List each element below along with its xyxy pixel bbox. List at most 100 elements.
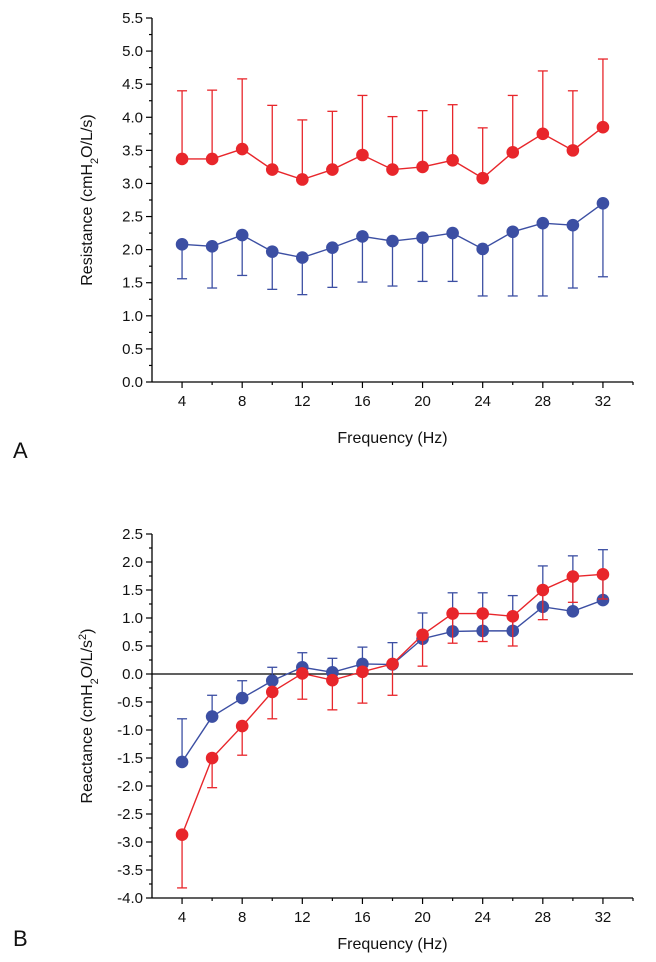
- data-point: [536, 216, 550, 230]
- data-point: [265, 163, 279, 176]
- y-tick-label: 3.5: [122, 142, 143, 159]
- y-tick-label: 3.0: [122, 175, 143, 192]
- y-axis-title-part: ): [79, 629, 96, 634]
- data-point: [235, 142, 249, 156]
- data-point: [296, 173, 309, 186]
- x-tick-label: 8: [238, 393, 246, 410]
- data-point: [326, 163, 339, 176]
- data-point: [476, 171, 489, 185]
- y-tick-label: 1.0: [122, 308, 143, 325]
- series-line: [181, 573, 603, 835]
- y-axis-title-subscript: 2: [89, 158, 101, 164]
- y-tick-label: -1.5: [117, 750, 143, 767]
- y-axis-title-part: Reactance (cmH: [79, 684, 96, 803]
- data-point: [356, 148, 369, 162]
- data-point: [205, 152, 219, 166]
- y-tick-label: 4.5: [122, 76, 143, 93]
- x-tick-label: 12: [294, 393, 311, 410]
- x-tick-label: 12: [294, 909, 311, 926]
- data-point: [265, 674, 279, 688]
- series-red: [175, 58, 610, 186]
- y-tick-label: -0.5: [117, 694, 143, 711]
- data-point: [356, 230, 369, 243]
- y-tick-label: -3.0: [117, 834, 143, 851]
- data-point: [416, 160, 429, 174]
- y-tick-label: 2.5: [122, 209, 143, 226]
- chart-panel-b: -4.0 -3.5 -3.0 -2.5 -2.0 -1.5 -1.0 -0.5 0.0 0.5 1.…: [13, 526, 634, 953]
- y-tick-label: 0.5: [122, 638, 143, 655]
- y-tick-label: 2.0: [122, 242, 143, 259]
- y-tick-label: 0.5: [122, 341, 143, 358]
- y-tick-label: 5.5: [122, 10, 143, 27]
- x-tick-label: 8: [238, 909, 246, 926]
- data-point: [175, 755, 189, 769]
- data-point: [205, 240, 219, 253]
- x-tick-label: 4: [178, 909, 186, 926]
- x-tick-label: 32: [595, 393, 612, 410]
- y-tick-label: 2.0: [122, 554, 143, 571]
- y-tick-label: 1.0: [122, 610, 143, 627]
- data-point: [416, 231, 429, 245]
- y-tick-label: 4.0: [122, 109, 143, 126]
- data-point: [536, 583, 550, 597]
- x-tick-label: 20: [414, 393, 431, 410]
- x-tick-label: 16: [354, 393, 371, 410]
- panel-label: B: [13, 926, 28, 951]
- data-point: [566, 604, 580, 618]
- y-axis-title-part: O/L/s: [79, 640, 96, 678]
- y-tick-label: -3.5: [117, 862, 143, 879]
- data-point: [506, 146, 520, 159]
- data-point: [506, 225, 520, 239]
- data-point: [446, 153, 459, 167]
- data-point: [265, 685, 279, 699]
- series-red: [175, 568, 610, 889]
- data-point: [506, 610, 520, 623]
- y-axis-title-superscript: 2: [77, 634, 89, 640]
- data-point: [265, 245, 279, 258]
- y-tick-label: 2.5: [122, 526, 143, 543]
- data-point: [446, 226, 459, 240]
- data-point: [596, 120, 610, 134]
- data-point: [356, 665, 369, 679]
- data-point: [175, 238, 189, 251]
- data-point: [235, 719, 249, 733]
- y-tick-label: 5.0: [122, 43, 143, 60]
- x-tick-label: 32: [595, 909, 612, 926]
- y-axis-title-part: O/L/s): [79, 114, 96, 158]
- panel-label: A: [13, 438, 28, 463]
- data-point: [235, 228, 249, 242]
- data-point: [326, 241, 339, 254]
- x-tick-label: 4: [178, 393, 186, 410]
- data-point: [416, 628, 429, 642]
- x-tick-label: 20: [414, 909, 431, 926]
- x-axis-title: Frequency (Hz): [337, 430, 447, 447]
- x-tick-label: 28: [534, 393, 551, 410]
- y-axis-title: Reactance (cmH2O/L/s2): [77, 629, 101, 804]
- data-point: [596, 568, 610, 581]
- data-point: [235, 691, 249, 705]
- data-point: [446, 607, 459, 620]
- data-point: [596, 593, 610, 607]
- y-tick-label: -1.0: [117, 722, 143, 739]
- data-point: [596, 197, 610, 210]
- x-axis-title: Frequency (Hz): [337, 936, 447, 953]
- data-point: [476, 607, 489, 620]
- y-tick-label: -2.5: [117, 806, 143, 823]
- data-point: [296, 251, 309, 264]
- y-axis-title: Resistance (cmH2O/L/s): [79, 114, 101, 286]
- chart-panel-a: 0.0 0.5 1.0 1.5 2.0 2.5 3.0 3.5 4.0 4.5 5.0 5.5 4 8 12…: [13, 10, 634, 463]
- data-point: [386, 234, 399, 248]
- data-point: [205, 710, 219, 723]
- x-tick-label: 24: [474, 393, 491, 410]
- y-axis-title-subscript: 2: [89, 678, 101, 684]
- data-point: [386, 163, 399, 176]
- series-blue: [175, 197, 610, 297]
- data-point: [566, 570, 580, 583]
- data-point: [175, 828, 189, 842]
- data-point: [566, 218, 580, 232]
- data-point: [536, 127, 550, 141]
- y-tick-label: 1.5: [122, 275, 143, 292]
- y-tick-label: -2.0: [117, 778, 143, 795]
- y-tick-label: 0.0: [122, 374, 143, 391]
